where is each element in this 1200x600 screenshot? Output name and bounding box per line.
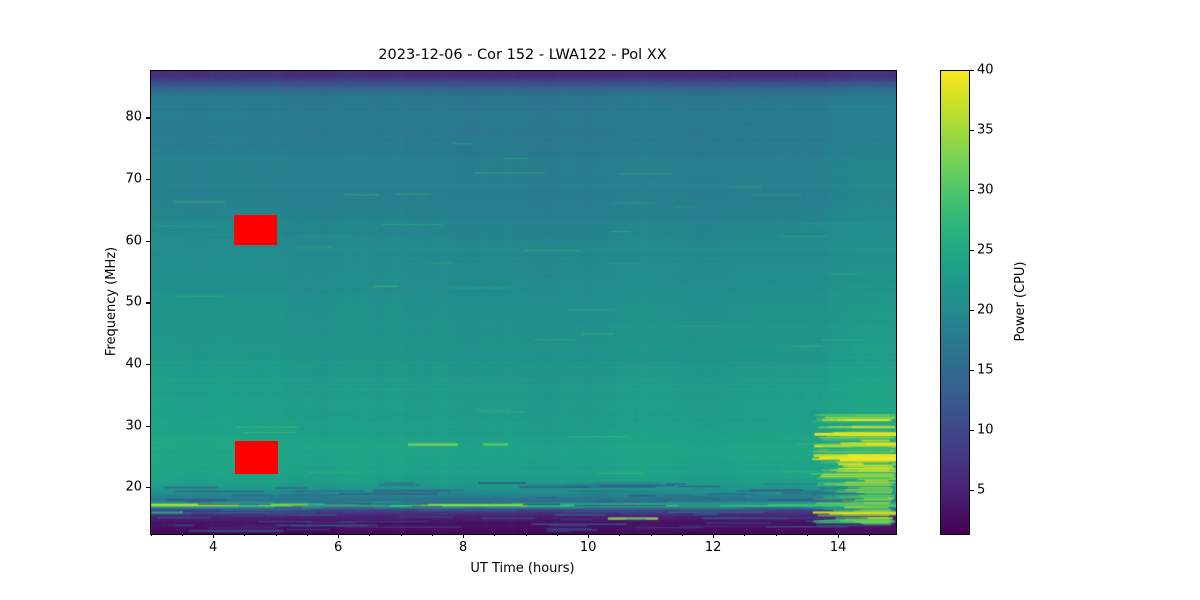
- x-tick-minor: [775, 534, 777, 537]
- x-tick-minor: [244, 534, 246, 537]
- colorbar-gradient: [941, 71, 969, 534]
- y-ticklabel-70: 70: [125, 171, 142, 187]
- colorbar-ticklabel-40: 40: [977, 62, 994, 78]
- x-tick-minor: [619, 534, 621, 537]
- colorbar-ticklabel-5: 5: [977, 482, 986, 498]
- colorbar-ticklabel-10: 10: [977, 422, 994, 438]
- colorbar-ticklabel-20: 20: [977, 302, 994, 318]
- x-ticklabel-4: 4: [208, 540, 218, 555]
- y-ticklabel-60: 60: [125, 233, 142, 249]
- x-ticklabel-14: 14: [829, 540, 847, 555]
- x-tick-4: [213, 534, 215, 538]
- x-tick-minor: [369, 534, 371, 537]
- y-ticklabel-30: 30: [125, 418, 142, 434]
- x-tick-minor: [744, 534, 746, 537]
- colorbar-tick-40: [970, 70, 974, 72]
- y-tick-60: [146, 240, 150, 242]
- x-tick-minor: [150, 534, 152, 537]
- x-tick-minor: [431, 534, 433, 537]
- colorbar-tick-25: [970, 249, 974, 252]
- colorbar-tick-15: [970, 369, 974, 371]
- x-tick-12: [713, 534, 715, 538]
- x-tick-minor: [869, 534, 871, 537]
- colorbar-tick-20: [970, 309, 974, 311]
- colorbar-ticklabel-15: 15: [977, 362, 994, 378]
- y-ticklabel-40: 40: [125, 356, 142, 372]
- colorbar-tick-30: [970, 189, 974, 192]
- colorbar-ticklabel-30: 30: [977, 182, 994, 198]
- colorbar-tick-5: [970, 489, 974, 491]
- x-tick-minor: [556, 534, 558, 537]
- x-axis-label: UT Time (hours): [470, 561, 575, 576]
- colorbar[interactable]: [940, 70, 970, 535]
- flag-box-upper: [234, 215, 278, 245]
- x-tick-minor: [181, 534, 183, 537]
- y-tick-40: [146, 364, 150, 366]
- x-ticklabel-10: 10: [579, 540, 597, 555]
- x-tick-10: [588, 534, 590, 538]
- x-tick-minor: [525, 534, 527, 537]
- y-tick-80: [146, 117, 150, 119]
- colorbar-label: Power (CPU): [1013, 261, 1028, 342]
- colorbar-ticklabel-35: 35: [977, 122, 994, 138]
- y-ticklabel-80: 80: [125, 109, 142, 125]
- x-tick-minor: [494, 534, 496, 537]
- y-tick-30: [146, 425, 150, 427]
- x-tick-8: [463, 534, 465, 538]
- x-ticklabel-6: 6: [333, 540, 343, 555]
- colorbar-ticklabel-25: 25: [977, 242, 994, 258]
- x-tick-6: [338, 534, 340, 538]
- x-ticklabel-8: 8: [458, 540, 468, 555]
- x-tick-minor: [400, 534, 402, 537]
- y-ticklabel-20: 20: [125, 479, 142, 495]
- x-tick-minor: [275, 534, 277, 537]
- y-ticklabel-50: 50: [125, 294, 142, 310]
- flag-box-lower: [234, 440, 278, 475]
- x-ticklabel-12: 12: [704, 540, 722, 555]
- colorbar-tick-10: [970, 429, 974, 431]
- spectrogram-axes[interactable]: [150, 70, 897, 535]
- x-tick-minor: [681, 534, 683, 537]
- y-tick-20: [146, 487, 150, 489]
- y-tick-70: [146, 179, 150, 181]
- y-axis-label: Frequency (MHz): [104, 246, 119, 357]
- x-tick-minor: [306, 534, 308, 537]
- x-tick-minor: [806, 534, 808, 537]
- x-tick-minor: [650, 534, 652, 537]
- colorbar-tick-35: [970, 129, 974, 132]
- x-tick-14: [838, 534, 840, 538]
- page-title: 2023-12-06 - Cor 152 - LWA122 - Pol XX: [378, 47, 667, 63]
- y-tick-50: [146, 302, 150, 304]
